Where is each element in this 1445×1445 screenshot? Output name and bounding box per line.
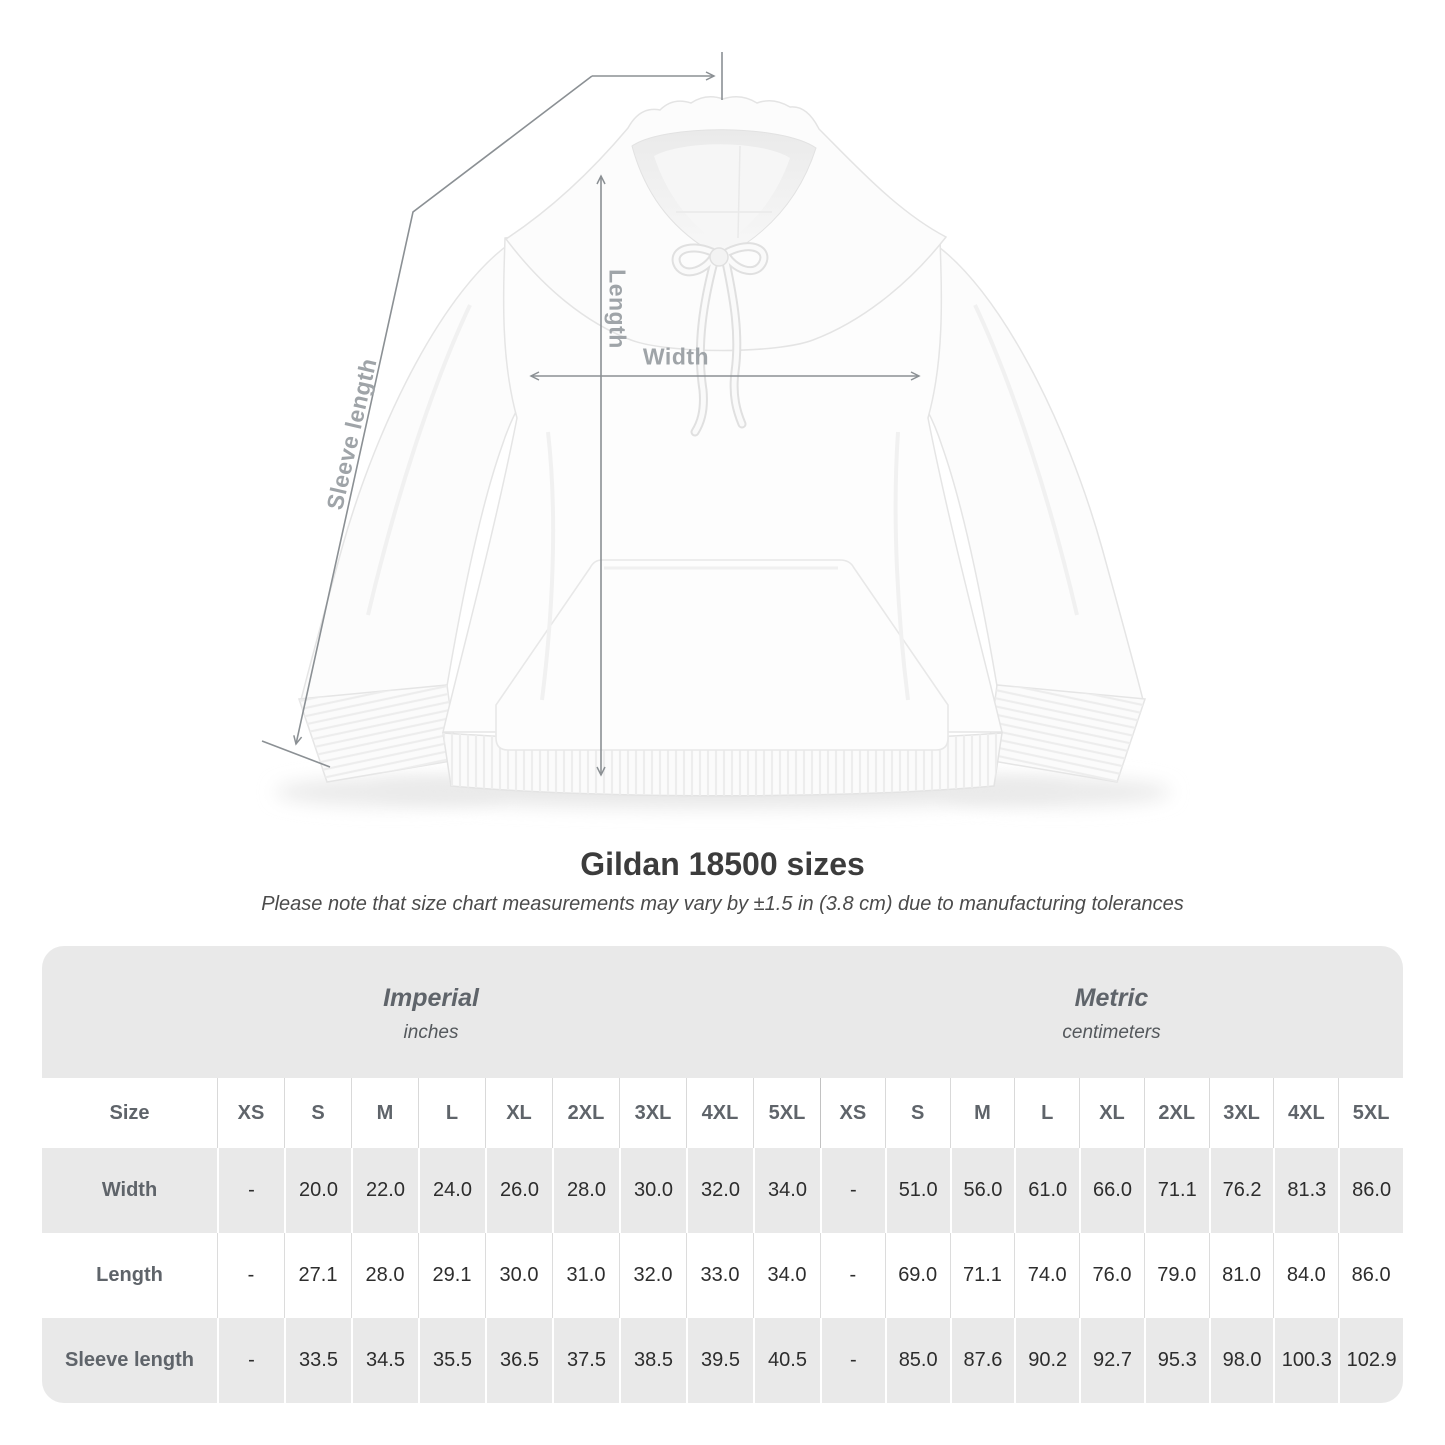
size-header-cell: S — [884, 1078, 950, 1148]
size-column-header: Size — [109, 1101, 150, 1124]
value-cell: 66.0 — [1079, 1148, 1144, 1233]
size-header-cell: M — [351, 1078, 418, 1148]
value-cell: 102.9 — [1338, 1318, 1403, 1403]
size-header-cell: XS — [217, 1078, 284, 1148]
size-header-cell: 5XL — [753, 1078, 820, 1148]
value-cell: 92.7 — [1079, 1318, 1144, 1403]
sleeve-length-row: Sleeve length - 33.5 34.5 35.5 36.5 37.5… — [42, 1318, 1403, 1403]
value-cell: - — [217, 1148, 284, 1233]
value-cell: 36.5 — [485, 1318, 552, 1403]
value-cell: 100.3 — [1273, 1318, 1338, 1403]
value-cell: 28.0 — [351, 1233, 418, 1318]
value-cell: 61.0 — [1014, 1148, 1079, 1233]
value-cell: 37.5 — [552, 1318, 619, 1403]
value-cell: 20.0 — [284, 1148, 351, 1233]
value-cell: 34.5 — [351, 1318, 418, 1403]
value-cell: - — [820, 1233, 885, 1318]
page-title: Gildan 18500 sizes — [580, 846, 865, 882]
size-header-cell: XL — [485, 1078, 552, 1148]
length-row: Length - 27.1 28.0 29.1 30.0 31.0 32.0 3… — [42, 1233, 1403, 1318]
value-cell: 51.0 — [884, 1148, 950, 1233]
hoodie-illustration — [261, 52, 1171, 808]
unit-header-imperial: Imperial inches — [42, 946, 820, 1078]
row-label: Length — [96, 1264, 163, 1286]
value-cell: 35.5 — [418, 1318, 485, 1403]
size-table: Imperial inches Metric centimeters Size … — [42, 946, 1403, 1403]
cuff-tick — [261, 740, 331, 768]
size-header-cell: L — [418, 1078, 485, 1148]
size-header-cell: 3XL — [619, 1078, 686, 1148]
value-cell: 76.0 — [1079, 1233, 1144, 1318]
value-cell: 84.0 — [1273, 1233, 1338, 1318]
value-cell: 81.3 — [1273, 1148, 1338, 1233]
value-cell: 27.1 — [284, 1233, 351, 1318]
value-cell: 79.0 — [1143, 1233, 1209, 1318]
value-cell: 24.0 — [418, 1148, 485, 1233]
value-cell: 32.0 — [686, 1148, 753, 1233]
value-cell: 87.6 — [949, 1318, 1015, 1403]
value-cell: 71.1 — [949, 1233, 1015, 1318]
value-cell: 38.5 — [619, 1318, 686, 1403]
value-cell: 74.0 — [1014, 1233, 1079, 1318]
value-cell: 86.0 — [1338, 1148, 1403, 1233]
tolerance-note: Please note that size chart measurements… — [261, 893, 1184, 915]
imperial-label: Imperial — [383, 984, 479, 1012]
imperial-unit: inches — [403, 1022, 459, 1043]
value-cell: 95.3 — [1143, 1318, 1209, 1403]
value-cell: 22.0 — [351, 1148, 418, 1233]
size-header-cell: 3XL — [1208, 1078, 1274, 1148]
value-cell: 33.0 — [686, 1233, 753, 1318]
metric-unit: centimeters — [1062, 1022, 1161, 1043]
value-cell: 30.0 — [619, 1148, 686, 1233]
size-header-cell: 4XL — [1273, 1078, 1338, 1148]
unit-header-metric: Metric centimeters — [820, 946, 1403, 1078]
size-header-cell: 4XL — [686, 1078, 753, 1148]
value-cell: - — [820, 1318, 885, 1403]
value-cell: 33.5 — [284, 1318, 351, 1403]
value-cell: 31.0 — [552, 1233, 619, 1318]
value-cell: 39.5 — [686, 1318, 753, 1403]
size-header-cell: 5XL — [1338, 1078, 1403, 1148]
size-header-cell: 2XL — [552, 1078, 619, 1148]
value-cell: 34.0 — [753, 1148, 820, 1233]
unit-band: Imperial inches Metric centimeters — [42, 946, 1403, 1078]
value-cell: 86.0 — [1338, 1233, 1403, 1318]
size-header-cell: M — [949, 1078, 1015, 1148]
value-cell: 76.2 — [1208, 1148, 1274, 1233]
value-cell: 34.0 — [753, 1233, 820, 1318]
value-cell: 85.0 — [884, 1318, 950, 1403]
value-cell: 30.0 — [485, 1233, 552, 1318]
size-header-cell: 2XL — [1143, 1078, 1209, 1148]
value-cell: 28.0 — [552, 1148, 619, 1233]
length-dimension-label: Length — [604, 269, 631, 349]
hoodie-body — [366, 228, 1079, 797]
value-cell: 81.0 — [1208, 1233, 1274, 1318]
size-header-row: Size XS S M L XL 2XL 3XL 4XL 5XL XS S M … — [42, 1078, 1403, 1148]
value-cell: 40.5 — [753, 1318, 820, 1403]
value-cell: 98.0 — [1208, 1318, 1274, 1403]
value-cell: 71.1 — [1143, 1148, 1209, 1233]
row-label: Width — [101, 1179, 158, 1201]
sleeve-length-arrow — [261, 52, 723, 768]
value-cell: 32.0 — [619, 1233, 686, 1318]
metric-label: Metric — [1074, 984, 1149, 1012]
hoodie-sleeves — [297, 240, 1147, 783]
value-cell: 29.1 — [418, 1233, 485, 1318]
value-cell: - — [820, 1148, 885, 1233]
value-cell: 90.2 — [1014, 1318, 1079, 1403]
value-cell: - — [217, 1233, 284, 1318]
width-row: Width - 20.0 22.0 24.0 26.0 28.0 30.0 32… — [42, 1148, 1403, 1233]
value-cell: 26.0 — [485, 1148, 552, 1233]
size-header-cell: L — [1014, 1078, 1079, 1148]
hoodie-hood — [504, 96, 948, 352]
value-cell: 56.0 — [949, 1148, 1015, 1233]
size-header-cell: XL — [1079, 1078, 1144, 1148]
width-dimension-label: Width — [642, 343, 710, 370]
size-header-cell: XS — [820, 1078, 885, 1148]
value-cell: - — [217, 1318, 284, 1403]
row-label: Sleeve length — [65, 1349, 194, 1371]
size-header-cell: S — [284, 1078, 351, 1148]
value-cell: 69.0 — [884, 1233, 950, 1318]
